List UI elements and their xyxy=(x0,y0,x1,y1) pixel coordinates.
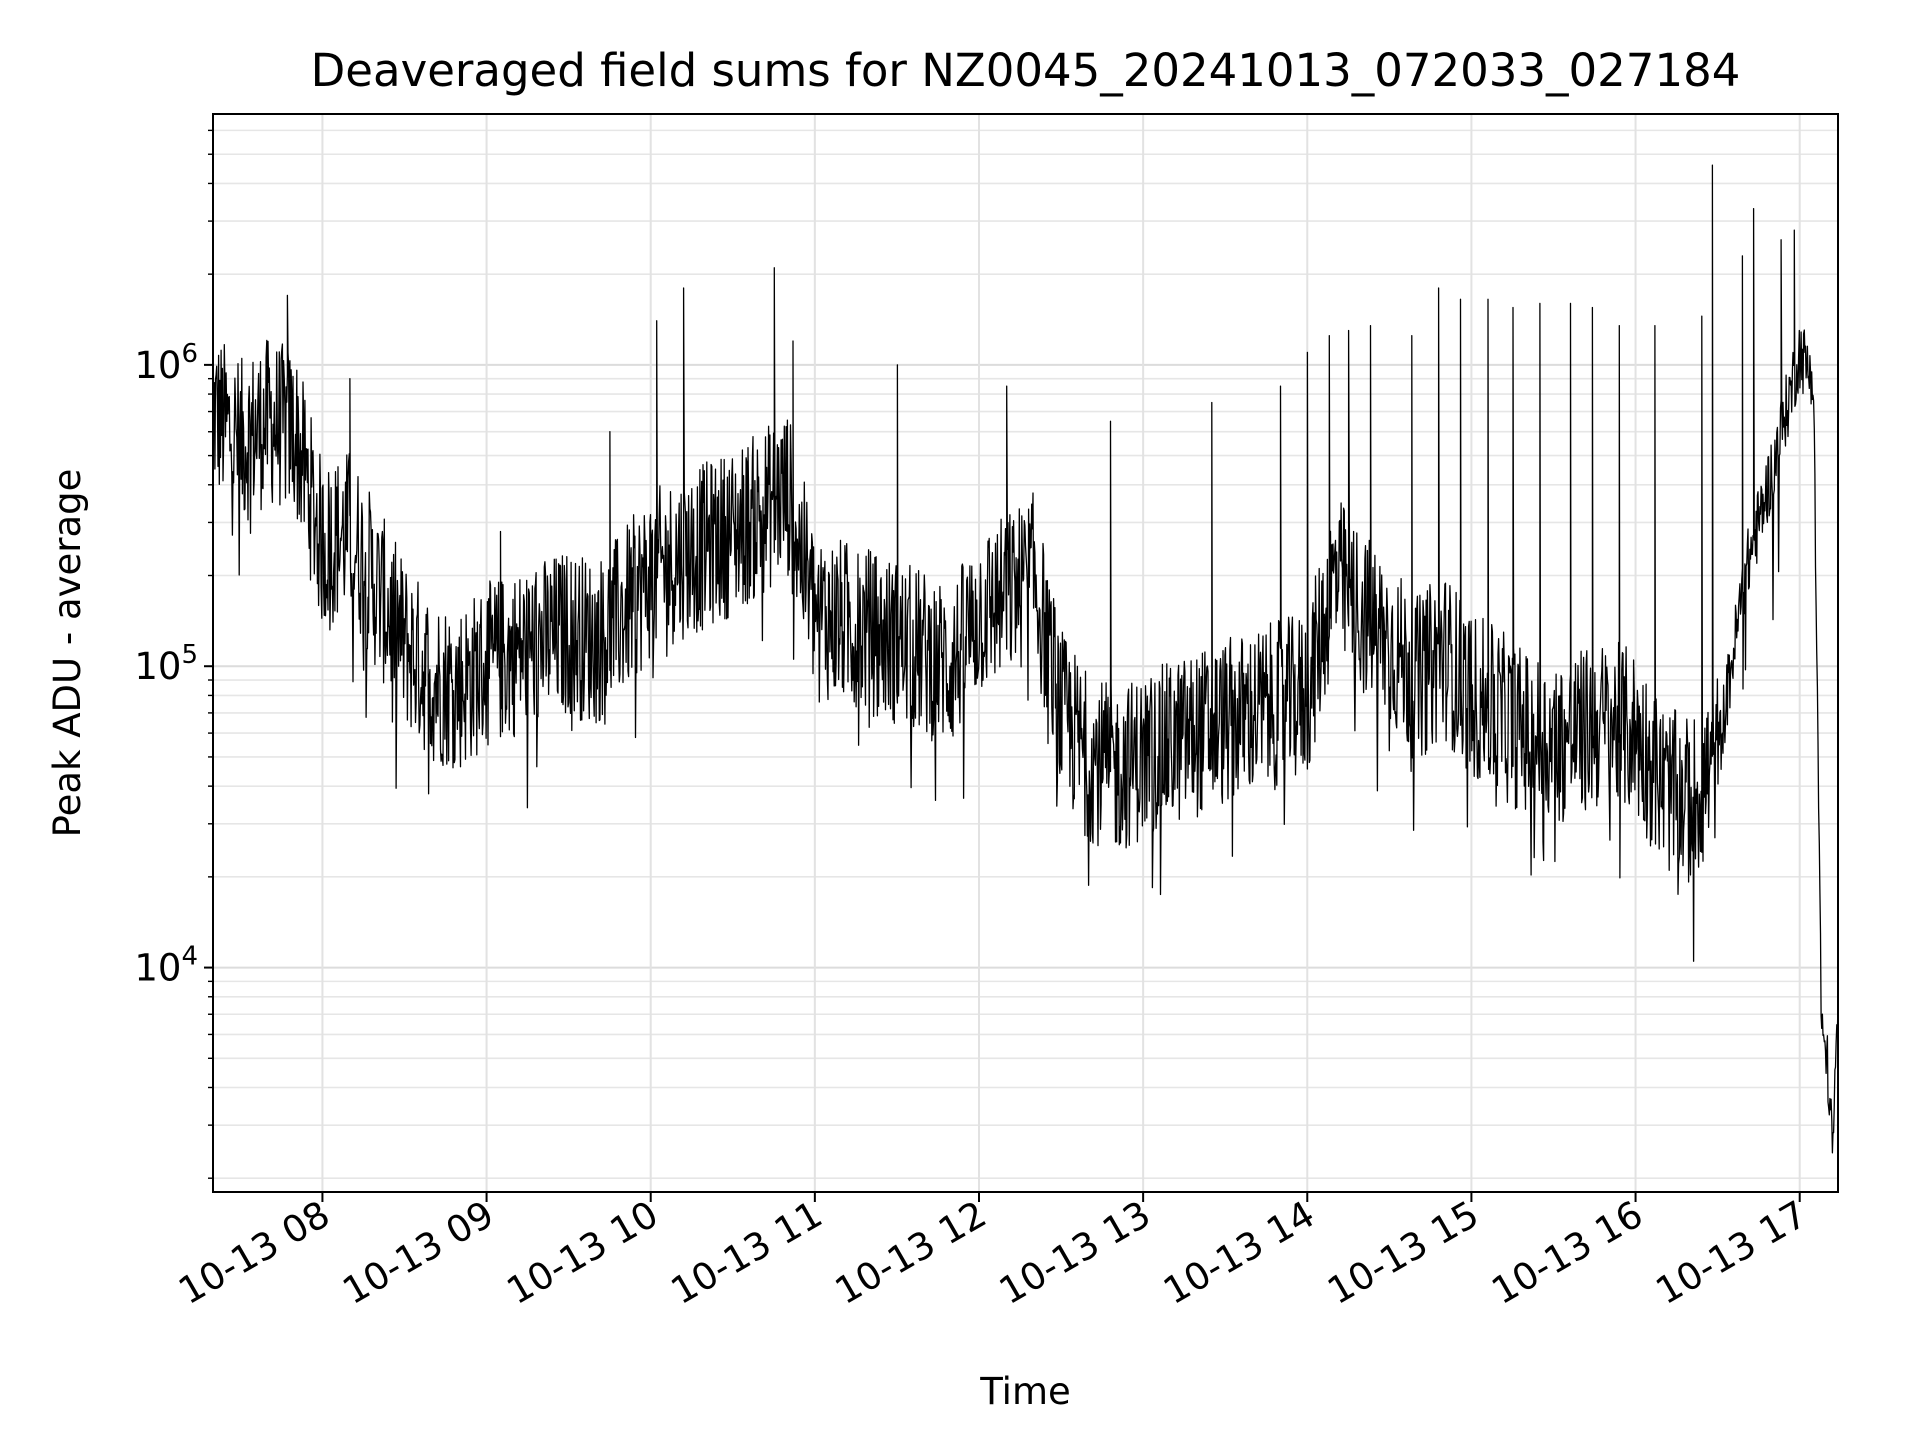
y-tick-label: 104 xyxy=(134,942,198,990)
y-tick-exponent: 5 xyxy=(181,640,198,670)
series-line xyxy=(213,164,1838,1154)
x-tick-label: 10-13 08 xyxy=(171,1193,337,1313)
chart-title: Deaveraged field sums for NZ0045_2024101… xyxy=(311,44,1741,97)
y-tick-base: 10 xyxy=(134,645,181,688)
y-tick-exponent: 6 xyxy=(181,339,198,369)
x-tick-label: 10-13 17 xyxy=(1649,1193,1815,1313)
x-axis-label: Time xyxy=(979,1370,1071,1413)
plot-frame xyxy=(212,113,1839,1193)
x-tick-label: 10-13 16 xyxy=(1484,1193,1650,1313)
x-tick-label: 10-13 09 xyxy=(335,1193,501,1313)
x-tick-label: 10-13 11 xyxy=(664,1193,830,1313)
y-tick-label: 106 xyxy=(134,339,198,387)
x-tick-label: 10-13 12 xyxy=(828,1193,994,1313)
y-tick-base: 10 xyxy=(134,344,181,387)
x-tick-label: 10-13 13 xyxy=(992,1193,1158,1313)
y-tick-base: 10 xyxy=(134,947,181,990)
x-tick-label: 10-13 10 xyxy=(500,1193,666,1313)
data-series xyxy=(213,164,1838,1154)
x-tick-label: 10-13 15 xyxy=(1320,1193,1486,1313)
y-axis-label: Peak ADU - average xyxy=(46,469,89,838)
y-tick-exponent: 4 xyxy=(181,942,198,972)
y-tick-label: 105 xyxy=(134,640,198,688)
x-tick-label: 10-13 14 xyxy=(1156,1193,1322,1313)
